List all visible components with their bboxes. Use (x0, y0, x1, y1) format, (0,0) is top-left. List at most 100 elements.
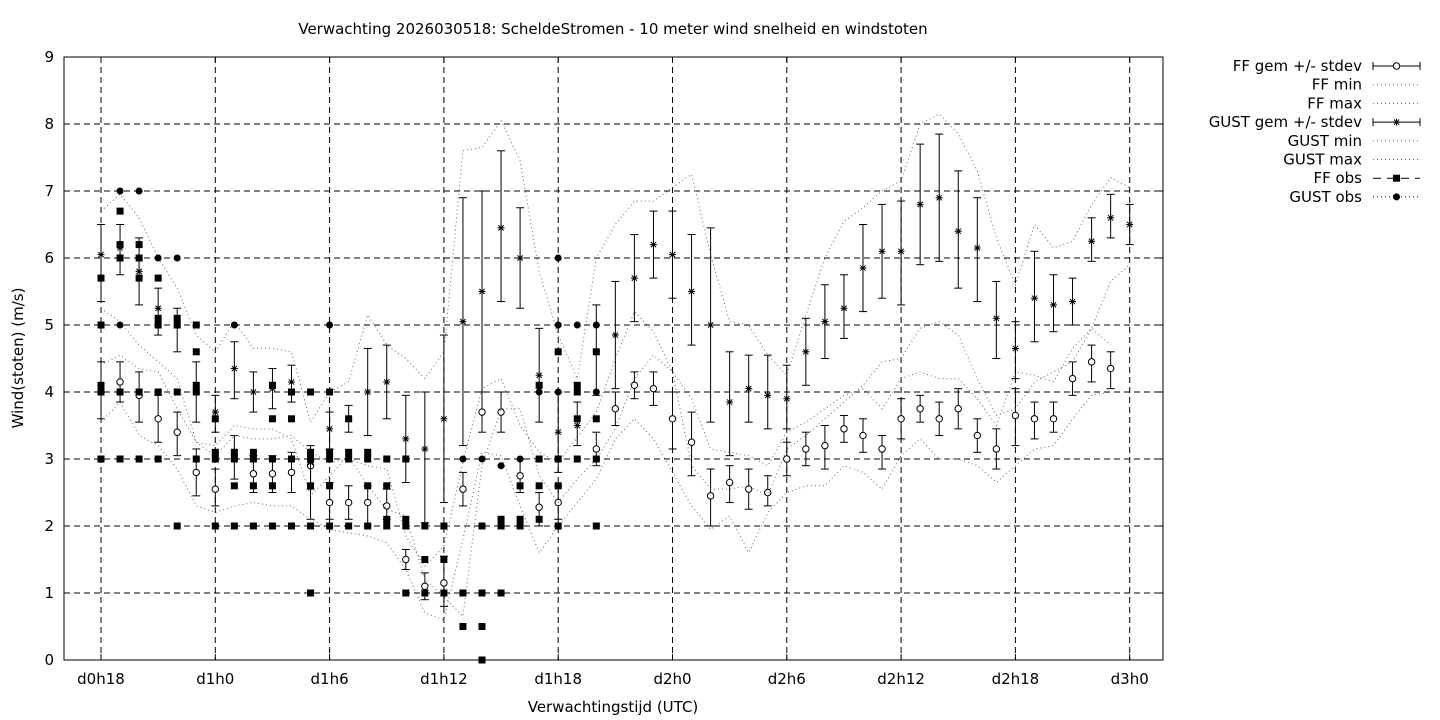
data-point (192, 348, 200, 356)
data-point (116, 187, 124, 195)
plot-frame (63, 56, 1164, 661)
data-point (421, 582, 429, 590)
data-point (402, 589, 410, 597)
data-point (535, 515, 543, 523)
legend-marker (1392, 62, 1401, 70)
data-point (230, 455, 238, 463)
data-point (383, 522, 391, 530)
data-point (516, 455, 524, 463)
data-point (154, 254, 162, 262)
series-gust-gem-stdev (97, 133, 1134, 524)
data-point (592, 321, 600, 329)
data-point (307, 448, 315, 456)
data-point (745, 485, 753, 493)
data-point (402, 515, 410, 523)
data-point (783, 455, 791, 463)
legend-label: GUST obs (1289, 188, 1362, 206)
y-tick-label: 8 (44, 115, 54, 133)
legend-item: FF min (1312, 76, 1420, 94)
data-point (421, 556, 429, 563)
data-point (592, 348, 600, 356)
data-point (688, 288, 696, 295)
series-line (100, 391, 1111, 621)
data-point (364, 448, 372, 456)
data-point (326, 522, 334, 530)
data-point (154, 304, 162, 312)
data-point (497, 515, 505, 523)
y-tick-label: 4 (44, 383, 54, 401)
data-point (211, 485, 220, 493)
data-point (573, 381, 581, 389)
data-point (135, 274, 143, 282)
data-point (173, 254, 181, 262)
data-point (535, 388, 543, 396)
x-tick-label: d1h0 (196, 670, 234, 688)
data-point (288, 415, 295, 423)
data-point (535, 503, 543, 511)
x-tick-label: d3h0 (1111, 670, 1149, 688)
data-point (497, 224, 505, 232)
data-point (345, 522, 353, 530)
data-point (859, 264, 867, 272)
data-point (592, 445, 600, 453)
data-point (402, 522, 410, 530)
data-point (516, 515, 524, 523)
data-point (764, 488, 772, 497)
data-point (573, 388, 581, 396)
data-point (1106, 364, 1115, 373)
data-point (116, 388, 124, 396)
data-point (345, 455, 353, 463)
data-point (497, 462, 505, 470)
data-point (478, 589, 486, 597)
data-point (878, 247, 886, 255)
data-point (116, 321, 124, 329)
data-point (116, 254, 124, 262)
data-point (440, 415, 448, 423)
data-point (135, 241, 143, 249)
y-tick-label: 1 (44, 584, 54, 602)
data-point (440, 579, 448, 587)
data-point (687, 438, 696, 446)
data-point (97, 381, 105, 389)
x-tick-label: d1h6 (311, 670, 349, 688)
data-point (1011, 344, 1019, 352)
data-point (249, 522, 257, 530)
data-point (307, 522, 315, 530)
data-point (364, 498, 372, 507)
data-point (649, 384, 658, 393)
data-point (402, 555, 410, 564)
data-point (1087, 358, 1096, 366)
data-point (192, 388, 200, 396)
data-point (364, 522, 372, 530)
data-point (630, 381, 639, 389)
data-point (326, 425, 334, 433)
data-point (878, 445, 886, 453)
data-point (383, 455, 391, 463)
data-point (326, 448, 334, 456)
data-point (554, 388, 562, 396)
data-point (288, 378, 295, 386)
legend-marker (1393, 193, 1400, 201)
data-point (573, 422, 581, 429)
legend-label: FF min (1312, 76, 1362, 94)
data-point (211, 455, 219, 463)
x-tick-label: d2h18 (992, 670, 1040, 688)
data-point (745, 385, 753, 393)
data-point (249, 470, 258, 478)
data-point (326, 321, 334, 329)
data-point (173, 314, 181, 322)
y-tick-label: 5 (44, 316, 54, 334)
legend-item: FF gem +/- stdev (1233, 57, 1421, 75)
data-point (307, 388, 315, 396)
data-point (459, 318, 467, 326)
data-point (1011, 411, 1020, 420)
data-point (1030, 294, 1038, 302)
data-point (554, 522, 562, 530)
data-point (364, 482, 372, 490)
data-point (840, 304, 848, 312)
data-point (973, 244, 981, 252)
data-point (954, 405, 962, 413)
data-point (1126, 221, 1134, 228)
data-point (554, 482, 562, 490)
